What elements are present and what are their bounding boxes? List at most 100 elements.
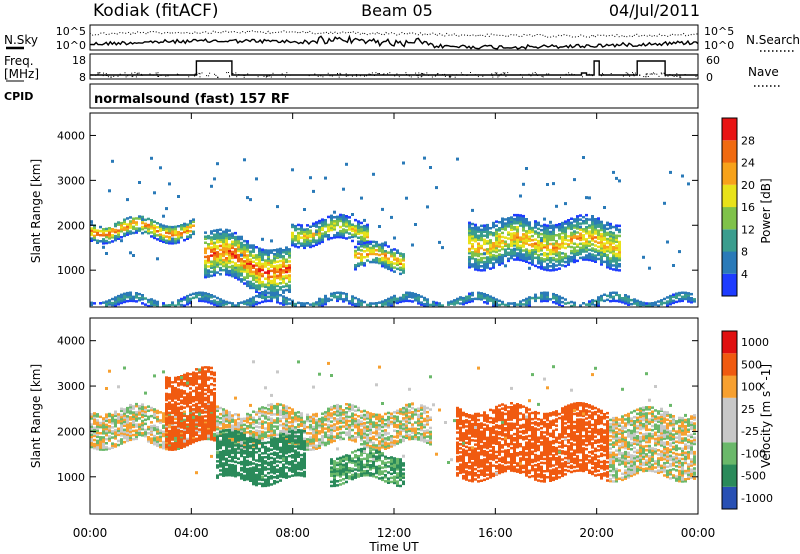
- heatmap-cell: [303, 440, 306, 443]
- heatmap-cell: [153, 426, 156, 430]
- y-tick-label: 4000: [57, 129, 85, 142]
- heatmap-cell: [231, 254, 234, 258]
- heatmap-cell: [597, 223, 600, 226]
- heatmap-cell: [255, 254, 258, 257]
- heatmap-cell: [468, 241, 471, 245]
- heatmap-cell: [174, 378, 177, 382]
- heatmap-cell: [276, 370, 279, 374]
- nave-point: [417, 75, 419, 77]
- colorbar-tick-label: 8: [741, 246, 748, 259]
- heatmap-cell: [612, 264, 615, 267]
- heatmap-cell: [150, 428, 153, 432]
- heatmap-cell: [165, 394, 168, 398]
- heatmap-cell: [276, 254, 279, 257]
- heatmap-cell: [117, 229, 120, 232]
- heatmap-cell: [210, 370, 213, 374]
- heatmap-cell: [177, 420, 180, 424]
- heatmap-cell: [588, 236, 591, 239]
- heatmap-cell: [342, 232, 345, 235]
- heatmap-cell: [225, 417, 228, 421]
- heatmap-cell: [123, 428, 126, 432]
- heatmap-cell: [180, 224, 183, 227]
- heatmap-cell: [231, 414, 234, 417]
- heatmap-cell: [528, 229, 531, 232]
- heatmap-cell: [123, 298, 126, 302]
- heatmap-cell: [492, 254, 495, 257]
- heatmap-cell: [201, 390, 204, 394]
- heatmap-cell: [351, 229, 354, 233]
- heatmap-cell: [213, 410, 216, 413]
- heatmap-cell: [201, 397, 204, 400]
- heatmap-cell: [492, 262, 495, 265]
- heatmap-cell: [99, 415, 102, 419]
- heatmap-cell: [567, 235, 570, 238]
- heatmap-cell: [246, 469, 249, 473]
- heatmap-cell: [387, 299, 390, 303]
- heatmap-cell: [312, 238, 315, 242]
- heatmap-cell: [258, 439, 261, 442]
- heatmap-cell: [204, 423, 207, 426]
- heatmap-cell: [117, 417, 120, 420]
- heatmap-cell: [108, 427, 111, 430]
- heatmap-cell: [285, 445, 288, 449]
- heatmap-cell: [219, 273, 222, 276]
- heatmap-cell: [258, 434, 261, 437]
- heatmap-cell: [147, 417, 150, 421]
- nave-point: [382, 74, 384, 75]
- heatmap-cell: [597, 235, 600, 238]
- heatmap-cell: [210, 372, 213, 376]
- heatmap-cell: [540, 249, 543, 252]
- heatmap-cell: [345, 225, 348, 228]
- heatmap-cell: [264, 447, 267, 451]
- heatmap-cell: [492, 258, 495, 261]
- heatmap-cell: [597, 221, 600, 224]
- heatmap-cell: [249, 473, 252, 476]
- heatmap-cell: [282, 410, 285, 413]
- heatmap-cell: [321, 222, 324, 225]
- heatmap-cell: [198, 377, 201, 380]
- heatmap-cell: [606, 239, 609, 243]
- heatmap-cell: [615, 238, 618, 241]
- nave-point: [95, 74, 97, 76]
- heatmap-cell: [306, 240, 309, 243]
- heatmap-cell: [165, 433, 168, 436]
- heatmap-cell: [531, 234, 534, 238]
- heatmap-cell: [576, 223, 579, 226]
- heatmap-cell: [675, 294, 678, 297]
- nave-point: [649, 73, 651, 75]
- heatmap-cell: [171, 421, 174, 425]
- heatmap-cell: [240, 423, 243, 427]
- heatmap-cell: [264, 271, 267, 274]
- heatmap-cell: [450, 300, 453, 303]
- heatmap-cell: [513, 219, 516, 223]
- heatmap-cell: [255, 276, 258, 279]
- heatmap-cell: [279, 251, 282, 255]
- heatmap-cell: [339, 219, 342, 223]
- heatmap-cell: [234, 444, 237, 447]
- heatmap-cell: [306, 419, 309, 423]
- heatmap-cell: [546, 183, 549, 186]
- heatmap-cell: [279, 247, 282, 251]
- heatmap-cell: [234, 436, 237, 439]
- heatmap-cell: [372, 260, 375, 264]
- heatmap-cell: [93, 418, 96, 421]
- heatmap-cell: [234, 413, 237, 416]
- heatmap-cell: [195, 419, 198, 422]
- heatmap-cell: [138, 407, 141, 410]
- heatmap-cell: [195, 402, 198, 406]
- heatmap-cell: [282, 263, 285, 266]
- heatmap-cell: [198, 436, 201, 439]
- heatmap-cell: [522, 245, 525, 248]
- heatmap-cell: [168, 237, 171, 241]
- heatmap-cell: [270, 425, 273, 429]
- heatmap-cell: [585, 232, 588, 235]
- heatmap-cell: [363, 239, 366, 242]
- heatmap-cell: [177, 237, 180, 240]
- heatmap-cell: [279, 438, 282, 441]
- heatmap-cell: [507, 219, 510, 222]
- heatmap-cell: [234, 421, 237, 424]
- nave-point: [647, 76, 649, 77]
- heatmap-cell: [225, 234, 228, 238]
- heatmap-cell: [618, 242, 621, 246]
